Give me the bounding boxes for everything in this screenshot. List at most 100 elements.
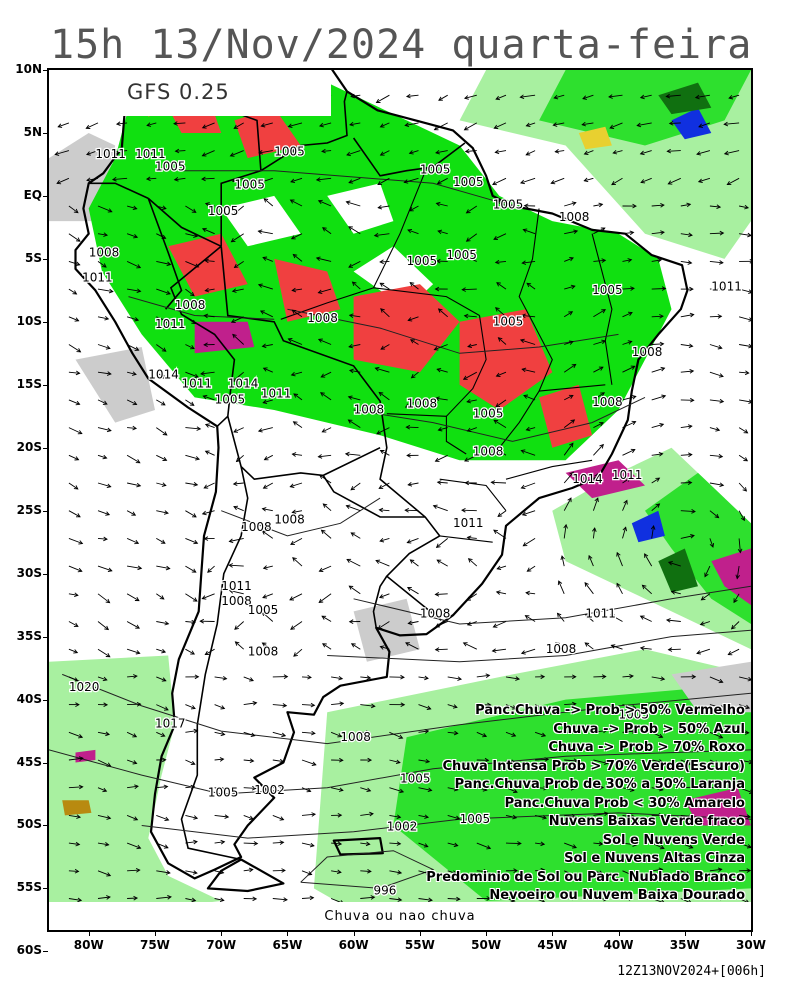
wind-arrow-shaft: [622, 365, 635, 373]
wind-arrow-head: [665, 618, 671, 623]
isobar-label: 1005: [208, 204, 239, 218]
wind-arrow-head: [685, 871, 691, 876]
wind-arrow-shaft: [564, 897, 576, 899]
wind-arrow-shaft: [738, 288, 751, 293]
wind-arrow-head: [525, 590, 530, 596]
falkland-islands: [332, 836, 384, 856]
wind-arrow-shaft: [492, 177, 507, 185]
wind-arrow-head: [320, 529, 326, 535]
wind-arrow-shaft: [405, 642, 419, 650]
wind-arrow-shaft: [68, 454, 79, 461]
wind-arrow-shaft: [563, 497, 572, 511]
wind-arrow-shaft: [68, 648, 78, 654]
wind-arrow-shaft: [739, 731, 749, 734]
wind-arrow-head: [609, 124, 615, 129]
wind-arrow-head: [714, 760, 720, 765]
wind-arrow-shaft: [229, 590, 244, 595]
wind-arrow-shaft: [698, 177, 711, 183]
wind-arrow-shaft: [262, 642, 274, 650]
wind-arrow-shaft: [351, 643, 361, 650]
latitude-label: 10S: [16, 313, 42, 328]
wind-arrow-head: [557, 580, 563, 586]
wind-arrow-head: [720, 841, 726, 847]
wind-arrow-head: [106, 483, 112, 489]
wind-arrow-head: [602, 707, 607, 712]
wind-arrow-shaft: [667, 150, 681, 152]
wind-arrow-head: [404, 507, 410, 513]
wind-arrow-head: [397, 897, 403, 902]
wind-arrow-shaft: [526, 592, 536, 595]
wind-arrow-head: [455, 761, 461, 767]
wind-arrow-shaft: [593, 729, 607, 733]
wind-arrow-head: [373, 232, 379, 238]
wind-arrow-head: [719, 286, 724, 291]
wind-arrow-head: [133, 895, 139, 901]
wind-arrow-head: [743, 457, 749, 462]
wind-arrow-shaft: [292, 150, 303, 153]
wind-arrow-shaft: [505, 731, 516, 737]
wind-arrow-head: [283, 674, 289, 679]
wind-arrow-shaft: [680, 344, 693, 347]
wind-arrow-head: [496, 565, 502, 571]
wind-arrow-shaft: [408, 316, 419, 321]
wind-arrow-shaft: [360, 870, 371, 872]
wind-arrow-shaft: [651, 787, 663, 791]
wind-arrow-shaft: [622, 500, 628, 511]
country-border: [180, 466, 249, 861]
wind-arrow-shaft: [564, 842, 577, 849]
wind-arrow-shaft: [651, 343, 664, 345]
wind-arrow-shaft: [379, 509, 390, 512]
wind-arrow-head: [370, 703, 376, 709]
wind-arrow-head: [628, 896, 634, 901]
wind-arrow-shaft: [360, 896, 375, 899]
wind-arrow-shaft: [352, 281, 361, 290]
wind-arrow-shaft: [380, 646, 390, 650]
wind-arrow-head: [718, 734, 724, 739]
wind-arrow-shaft: [185, 288, 195, 297]
wind-arrow-shaft: [495, 94, 507, 100]
wind-arrow-shaft: [68, 344, 81, 353]
wind-arrow-shaft: [558, 580, 565, 594]
wind-arrow-head: [495, 403, 501, 408]
wind-arrow-shaft: [126, 814, 138, 821]
wind-arrow-shaft: [68, 260, 80, 266]
wind-arrow-shaft: [435, 621, 448, 628]
wind-arrow-shaft: [437, 368, 448, 373]
wind-arrow-head: [289, 596, 295, 601]
wind-arrow-head: [337, 733, 343, 738]
wind-arrow-head: [249, 758, 255, 764]
wind-arrow-shaft: [447, 759, 460, 766]
wind-arrow-head: [601, 674, 607, 679]
wind-arrow-shaft: [554, 94, 565, 99]
wind-arrow-shaft: [376, 427, 390, 435]
wind-arrow-head: [317, 454, 323, 459]
wind-arrow-head: [318, 122, 324, 128]
isobar-label: 1011: [585, 607, 616, 621]
wind-arrow-head: [317, 199, 323, 205]
wind-arrow-shaft: [564, 787, 575, 789]
wind-arrow-head: [405, 424, 411, 430]
wind-arrow-shaft: [389, 787, 404, 793]
wind-arrow-shaft: [293, 648, 303, 657]
wind-arrow-head: [639, 645, 645, 651]
latitude-label: 5S: [25, 250, 42, 265]
wind-arrow-head: [136, 264, 142, 269]
wind-arrow-shaft: [259, 150, 273, 154]
wind-arrow-shaft: [680, 510, 696, 513]
wind-arrow-shaft: [680, 535, 695, 539]
wind-arrow-head: [134, 346, 140, 351]
wind-arrow-shaft: [505, 676, 520, 680]
wind-arrow-head: [281, 868, 286, 873]
wind-arrow-shaft: [593, 704, 607, 711]
wind-arrow-head: [689, 397, 695, 403]
wind-arrow-shaft: [126, 621, 140, 629]
wind-arrow-shaft: [564, 257, 574, 262]
latitude-label: 15S: [16, 376, 42, 391]
wind-arrow-head: [279, 784, 285, 790]
wind-arrow-head: [365, 841, 371, 847]
wind-arrow-head: [404, 403, 410, 408]
wind-arrow-shaft: [593, 812, 608, 816]
wind-arrow-shaft: [434, 122, 448, 131]
wind-arrow-head: [320, 373, 326, 378]
wind-arrow-head: [556, 612, 562, 618]
